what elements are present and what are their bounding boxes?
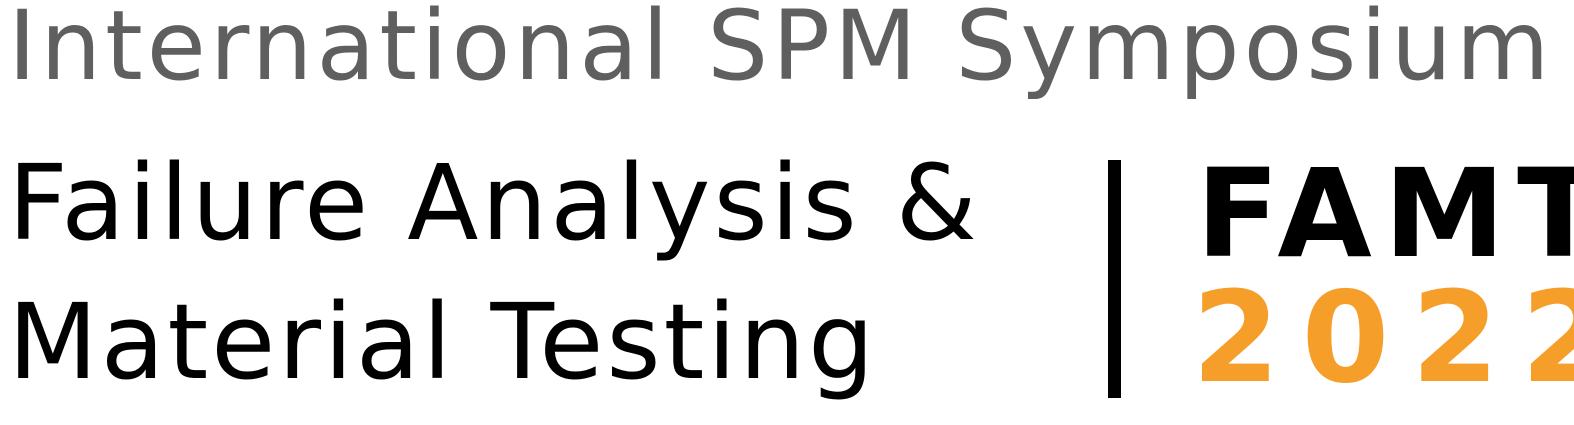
event-year: 2022 <box>1192 264 1574 411</box>
vertical-divider <box>1108 160 1121 398</box>
symposium-subtitle: International SPM Symposium <box>8 0 1554 102</box>
title-line-1: Failure Analysis & <box>8 142 980 264</box>
event-acronym: FAMT <box>1196 143 1574 285</box>
title-line-2: Material Testing <box>8 281 878 403</box>
